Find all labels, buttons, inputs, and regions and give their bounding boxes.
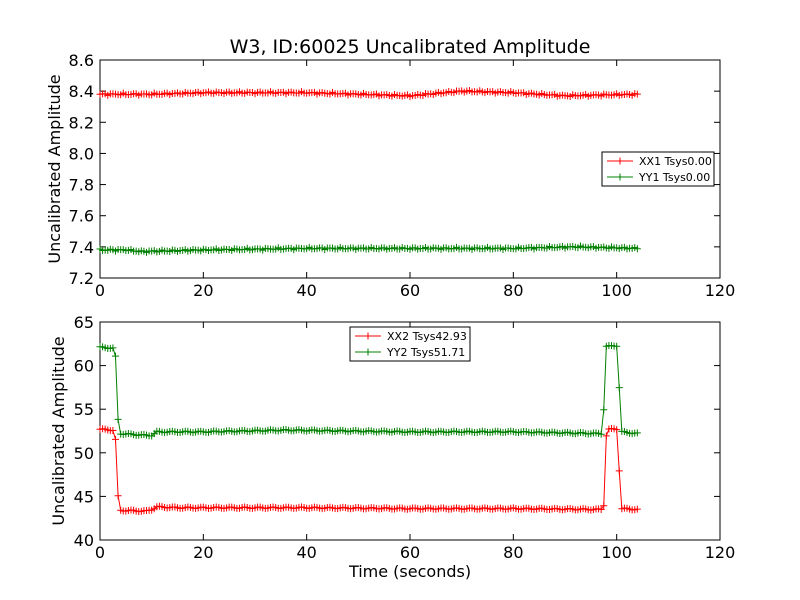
bottom-x-tick-label: 20 bbox=[193, 543, 213, 562]
data-point-marker bbox=[633, 429, 641, 437]
data-point-marker bbox=[613, 426, 621, 434]
bottom-y-tick-label: 65 bbox=[74, 313, 94, 332]
data-point-marker bbox=[633, 505, 641, 513]
top-plot-series bbox=[96, 87, 641, 256]
top-x-tick-label: 60 bbox=[400, 281, 420, 300]
bottom-legend: XX2 Tsys42.93 YY2 Tsys51.71 bbox=[349, 326, 471, 362]
data-point-marker bbox=[633, 245, 641, 253]
bottom-y-tick-label: 55 bbox=[74, 400, 94, 419]
data-point-marker bbox=[114, 415, 122, 423]
bottom-y-axis-label: Uncalibrated Amplitude bbox=[49, 336, 68, 525]
data-point-marker bbox=[615, 467, 623, 475]
bottom-x-tick-label: 120 bbox=[705, 543, 736, 562]
top-y-tick-label: 7.2 bbox=[69, 269, 94, 288]
legend-marker-xx1 bbox=[616, 157, 624, 165]
data-point-marker bbox=[112, 435, 119, 443]
legend-label-xx1: XX1 Tsys0.00 bbox=[639, 155, 712, 168]
top-legend-frame bbox=[601, 151, 715, 187]
legend-label-xx2: XX2 Tsys42.93 bbox=[387, 330, 467, 343]
bottom-plot-series bbox=[96, 342, 641, 516]
bottom-plot-ticks: 0 20 40 60 80 100 120 40 45 50 55 60 65 bbox=[74, 313, 736, 562]
bottom-y-tick-label: 40 bbox=[74, 531, 94, 550]
bottom-x-tick-label: 40 bbox=[296, 543, 316, 562]
data-point-marker bbox=[114, 492, 122, 500]
data-point-marker bbox=[597, 430, 605, 438]
bottom-x-tick-label: 0 bbox=[95, 543, 105, 562]
bottom-plot: 0 20 40 60 80 100 120 40 45 50 55 60 65 Uncalibrated… bbox=[49, 313, 735, 581]
data-point-marker bbox=[613, 342, 621, 350]
top-x-tick-label: 20 bbox=[193, 281, 213, 300]
bottom-x-tick-label: 60 bbox=[400, 543, 420, 562]
top-y-tick-label: 7.8 bbox=[69, 176, 94, 195]
series-markers-xx2 bbox=[96, 425, 641, 516]
legend-marker-yy2 bbox=[364, 348, 372, 356]
data-point-marker bbox=[109, 344, 117, 352]
data-point-marker bbox=[109, 426, 117, 434]
legend-marker-xx2 bbox=[364, 332, 372, 340]
data-point-marker bbox=[633, 90, 641, 98]
data-point-marker bbox=[600, 502, 608, 510]
top-y-tick-label: 8.4 bbox=[69, 82, 94, 101]
legend-label-yy2: YY2 Tsys51.71 bbox=[386, 346, 465, 359]
top-plot: 0 20 40 60 80 100 1207.27.47.67.88.08.28.48.6 … bbox=[45, 51, 735, 300]
data-point-marker bbox=[615, 384, 623, 392]
series-markers-yy2 bbox=[96, 342, 641, 440]
bottom-x-axis-label: Time (seconds) bbox=[348, 562, 471, 581]
bottom-y-tick-label: 45 bbox=[74, 487, 94, 506]
bottom-y-tick-label: 60 bbox=[74, 357, 94, 376]
series-markers-yy1 bbox=[96, 242, 641, 256]
legend-marker-yy1 bbox=[616, 173, 624, 181]
top-x-tick-label: 100 bbox=[601, 281, 632, 300]
data-point-marker bbox=[600, 406, 608, 414]
top-x-tick-label: 0 bbox=[95, 281, 105, 300]
data-point-marker bbox=[112, 352, 119, 360]
bottom-x-tick-label: 80 bbox=[503, 543, 523, 562]
top-x-tick-label: 40 bbox=[296, 281, 316, 300]
bottom-legend-frame bbox=[349, 326, 471, 362]
top-y-tick-label: 8.2 bbox=[69, 113, 94, 132]
series-markers-xx1 bbox=[96, 87, 641, 101]
top-y-tick-label: 8.0 bbox=[69, 144, 94, 163]
top-y-tick-label: 8.6 bbox=[69, 51, 94, 70]
legend-label-yy1: YY1 Tsys0.00 bbox=[638, 171, 710, 184]
top-y-tick-label: 7.4 bbox=[69, 238, 94, 257]
data-point-marker bbox=[602, 432, 610, 440]
top-x-tick-label: 80 bbox=[503, 281, 523, 300]
top-x-tick-label: 120 bbox=[705, 281, 736, 300]
top-plot-ticks: 0 20 40 60 80 100 120 7.2 7.4 7.6 7.8 8.0 8.2 8.4 8.6 bbox=[69, 51, 736, 300]
bottom-y-tick-label: 50 bbox=[74, 444, 94, 463]
top-y-tick-label: 7.6 bbox=[69, 207, 94, 226]
top-legend: XX1 Tsys0.00 YY1 Tsys0.00 bbox=[601, 151, 715, 187]
top-y-axis-label: Uncalibrated Amplitude bbox=[45, 74, 64, 263]
chart-title: W3, ID:60025 Uncalibrated Amplitude bbox=[230, 36, 591, 58]
bottom-x-tick-label: 100 bbox=[601, 543, 632, 562]
data-point-marker bbox=[597, 506, 605, 514]
